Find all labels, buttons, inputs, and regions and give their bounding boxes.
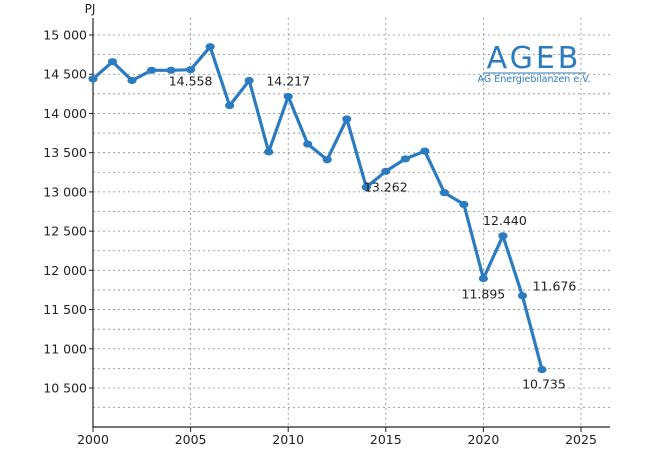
data-label-2020: 11.895 bbox=[462, 287, 506, 302]
data-label-2021: 12.440 bbox=[483, 213, 527, 228]
data-point-2002 bbox=[127, 76, 137, 85]
y-tick-label: 14 000 bbox=[43, 106, 87, 121]
data-point-2008 bbox=[244, 76, 254, 85]
x-tick-label: 2020 bbox=[467, 432, 499, 447]
series bbox=[88, 43, 547, 374]
x-tick-label: 2015 bbox=[370, 432, 402, 447]
data-point-2015 bbox=[381, 167, 391, 175]
data-point-2017 bbox=[420, 147, 430, 155]
data-point-2021 bbox=[498, 232, 508, 240]
ageb-logo: AGEB AG Energiebilanzen e.V. bbox=[477, 41, 590, 85]
grid bbox=[93, 18, 610, 427]
y-tick-label: 11 500 bbox=[43, 302, 87, 317]
y-tick-label: 14 500 bbox=[43, 67, 87, 82]
data-point-2003 bbox=[146, 66, 157, 74]
y-tick-label: 12 000 bbox=[43, 263, 87, 278]
data-point-2000 bbox=[88, 75, 98, 83]
data-point-2009 bbox=[264, 148, 274, 156]
y-tick-label: 10 500 bbox=[43, 381, 87, 396]
data-label-2005: 14.558 bbox=[169, 74, 213, 89]
y-tick-label: 13 000 bbox=[43, 184, 87, 199]
x-tick-label: 2025 bbox=[565, 432, 597, 447]
data-point-2013 bbox=[342, 115, 352, 123]
x-tick-label: 2005 bbox=[175, 432, 207, 447]
y-tick-label: 13 500 bbox=[43, 145, 87, 160]
data-label-2022: 11.676 bbox=[533, 279, 577, 294]
series-line bbox=[91, 45, 544, 372]
y-axis-ticks: 10 500 11 000 11 500 12 000 12 500 13 000 13 5… bbox=[43, 28, 93, 396]
annotations: 14.558 14.217 13.262 11.895 12.440 11.676 10.7… bbox=[169, 73, 577, 391]
x-axis-ticks: 2000 2005 2010 2015 2020 2025 bbox=[77, 427, 597, 447]
data-point-2012 bbox=[322, 156, 332, 164]
data-point-2022 bbox=[517, 292, 528, 300]
logo-subtitle: AG Energiebilanzen e.V. bbox=[477, 74, 590, 85]
data-point-2004 bbox=[166, 66, 176, 74]
data-point-2020 bbox=[478, 274, 488, 283]
data-point-2005 bbox=[186, 66, 196, 74]
axes bbox=[92, 18, 610, 428]
data-point-2014 bbox=[361, 183, 371, 191]
x-tick-label: 2010 bbox=[272, 432, 304, 447]
data-point-2010 bbox=[283, 92, 293, 101]
data-point-2001 bbox=[107, 58, 118, 66]
data-point-2011 bbox=[303, 140, 313, 148]
data-point-2018 bbox=[439, 189, 449, 197]
data-point-2023 bbox=[537, 365, 547, 374]
data-label-2015: 13.262 bbox=[364, 179, 408, 194]
data-label-2023: 10.735 bbox=[522, 377, 566, 392]
y-tick-label: 12 500 bbox=[43, 224, 87, 239]
y-tick-label: 11 000 bbox=[43, 341, 87, 356]
data-point-2019 bbox=[459, 200, 469, 209]
y-axis-unit-label: PJ bbox=[85, 2, 96, 16]
y-tick-label: 15 000 bbox=[43, 28, 87, 43]
logo-name: AGEB bbox=[487, 41, 582, 76]
data-point-2016 bbox=[400, 155, 410, 163]
data-point-2006 bbox=[205, 43, 215, 51]
data-point-2007 bbox=[225, 102, 235, 110]
data-label-2010: 14.217 bbox=[266, 73, 310, 88]
x-tick-label: 2000 bbox=[77, 432, 109, 447]
